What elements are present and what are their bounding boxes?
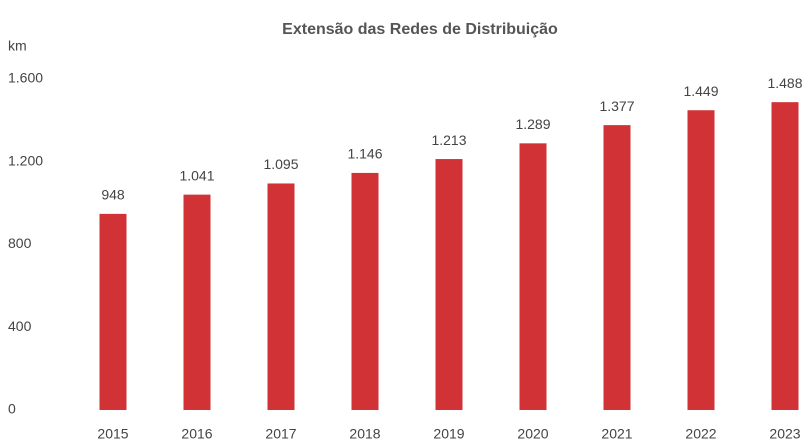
bar bbox=[435, 159, 463, 410]
y-tick-label: 800 bbox=[8, 235, 32, 251]
data-label: 1.095 bbox=[263, 156, 298, 172]
data-label: 1.449 bbox=[683, 83, 718, 99]
x-tick-label: 2022 bbox=[685, 426, 716, 441]
x-tick-label: 2018 bbox=[349, 426, 380, 441]
y-axis-label: km bbox=[8, 38, 27, 54]
x-tick-label: 2021 bbox=[601, 426, 632, 441]
chart-title: Extensão das Redes de Distribuição bbox=[282, 21, 558, 38]
bar bbox=[351, 172, 379, 410]
data-label: 1.146 bbox=[347, 146, 382, 162]
data-label: 1.041 bbox=[179, 167, 214, 183]
y-tick-label: 1.200 bbox=[8, 152, 43, 168]
x-tick-label: 2016 bbox=[181, 426, 212, 441]
bar bbox=[99, 213, 127, 410]
bar bbox=[519, 143, 547, 410]
bar bbox=[267, 183, 295, 410]
x-tick-label: 2015 bbox=[97, 426, 128, 441]
y-tick-label: 1.600 bbox=[8, 70, 43, 86]
y-tick-label: 0 bbox=[8, 401, 16, 417]
bar bbox=[771, 102, 799, 411]
bar bbox=[687, 110, 715, 410]
data-label: 1.289 bbox=[515, 116, 550, 132]
x-tick-label: 2023 bbox=[769, 426, 800, 441]
x-tick-label: 2017 bbox=[265, 426, 296, 441]
x-tick-label: 2020 bbox=[517, 426, 548, 441]
bar bbox=[183, 194, 211, 410]
data-label: 1.377 bbox=[599, 98, 634, 114]
bar bbox=[603, 125, 631, 411]
x-tick-label: 2019 bbox=[433, 426, 464, 441]
data-label: 1.488 bbox=[767, 75, 802, 91]
data-label: 948 bbox=[101, 187, 125, 203]
data-label: 1.213 bbox=[431, 132, 466, 148]
y-tick-label: 400 bbox=[8, 318, 32, 334]
